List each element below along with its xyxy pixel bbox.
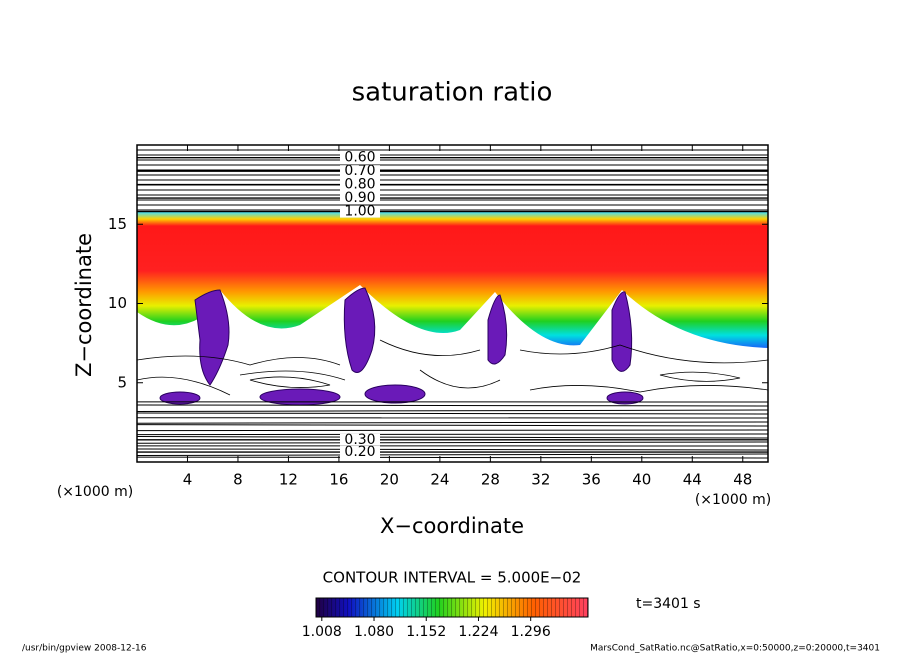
x-tick-label: 32: [531, 471, 550, 489]
y-unit: (×1000 m): [695, 492, 771, 508]
plumes: [159, 287, 644, 406]
footer-right: MarsCond_SatRatio.nc@SatRatio,x=0:50000,…: [590, 644, 880, 654]
x-tick-label: 16: [329, 471, 348, 489]
y-tick-label: 15: [108, 215, 127, 233]
contour-line: [137, 456, 768, 459]
contour-label: 0.20: [344, 444, 375, 460]
contour-line: [137, 424, 768, 427]
x-axis-label: X−coordinate: [380, 514, 524, 538]
x-tick-label: 40: [632, 471, 651, 489]
x-tick-label: 20: [380, 471, 399, 489]
contour-label: 0.60: [344, 150, 375, 166]
footer-left: /usr/bin/gpview 2008-12-16: [22, 644, 147, 654]
x-tick-label: 12: [279, 471, 298, 489]
contour-label: 0.90: [344, 190, 375, 206]
contour-line: [137, 448, 768, 451]
x-tick-label: 28: [481, 471, 500, 489]
y-tick-label: 10: [108, 294, 127, 312]
contour-line: [137, 404, 768, 407]
x-tick-label: 36: [582, 471, 601, 489]
contour-line: [137, 409, 768, 412]
label-bg: [340, 205, 380, 218]
label-bg: [340, 433, 380, 446]
colorbar-steps: [316, 598, 588, 617]
y-axis-label: Z−coordinate: [72, 233, 96, 377]
label-bg: [340, 178, 380, 191]
label-bg: [340, 165, 380, 178]
contour-line: [137, 436, 768, 439]
x-tick-label: 8: [233, 471, 243, 489]
colorbar-label: 1.224: [458, 624, 498, 640]
contour-line: [137, 453, 768, 456]
colorbar-label: 1.080: [354, 624, 394, 640]
contour-line: [137, 441, 768, 444]
contour-label: 0.70: [344, 163, 375, 179]
colorbar-label: 1.152: [406, 624, 446, 640]
x-tick-label: 48: [733, 471, 752, 489]
time-label: t=3401 s: [636, 596, 701, 612]
chart-title: saturation ratio: [352, 78, 553, 108]
colorbar-label: 1.296: [511, 624, 551, 640]
x-tick-label: 4: [183, 471, 193, 489]
contour-label: 0.80: [344, 177, 375, 193]
field: [137, 212, 768, 462]
colorbar-label: 1.008: [302, 624, 342, 640]
label-bg: [340, 446, 380, 459]
label-bg: [340, 151, 380, 164]
contour-line: [137, 421, 768, 424]
contour-line: [137, 433, 768, 436]
contour-label: 0.30: [344, 432, 375, 448]
label-bg: [340, 192, 380, 205]
contour-line: [137, 429, 768, 432]
x-tick-label: 24: [430, 471, 449, 489]
contour-interval: CONTOUR INTERVAL = 5.000E−02: [323, 569, 582, 587]
x-unit: (×1000 m): [57, 484, 133, 500]
contour-label: 1.00: [344, 204, 375, 220]
inner-contours: [137, 339, 768, 396]
y-tick-label: 5: [117, 373, 127, 391]
contour-line: [137, 412, 768, 415]
x-tick-label: 44: [683, 471, 702, 489]
